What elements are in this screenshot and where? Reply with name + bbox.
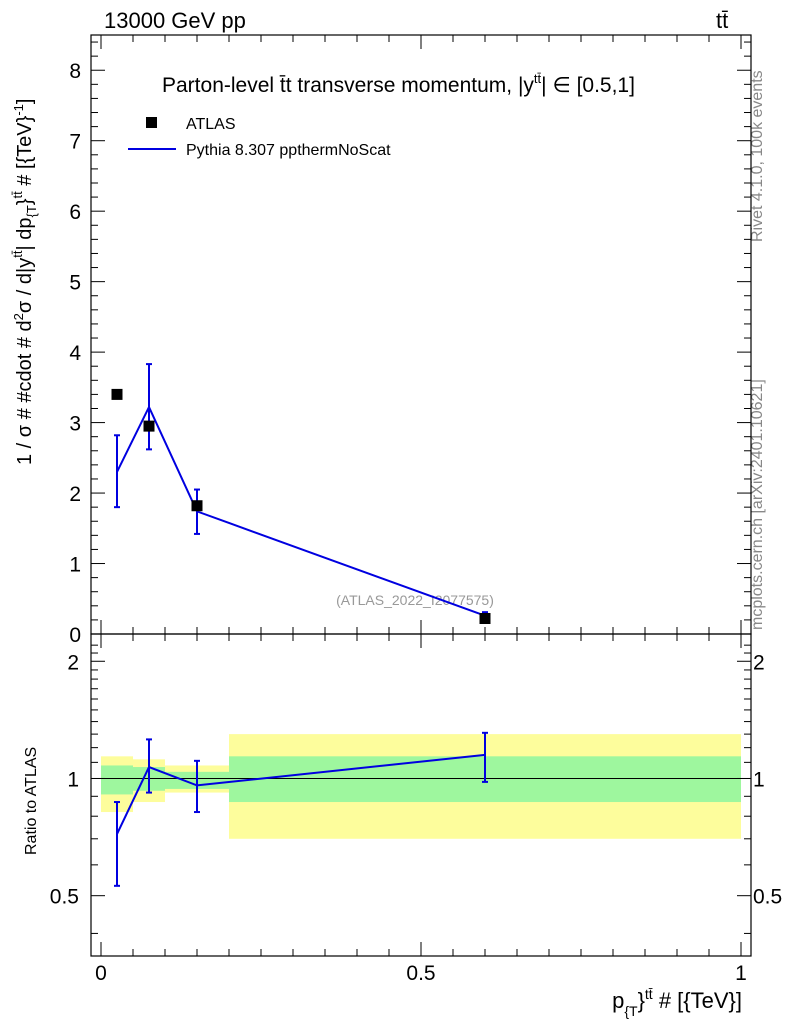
process-label: tt̄ (716, 8, 728, 33)
xlabel-sub: {T (624, 1003, 638, 1019)
analysis-watermark: (ATLAS_2022_I2077575) (336, 592, 494, 608)
main-ytick-label: 4 (69, 342, 81, 365)
ratio-band-inner (101, 765, 133, 795)
main-ytick-label: 3 (69, 413, 81, 436)
ratio-panel: Ratio to ATLAS p{T}tt̄ # [{TeV}] 0 0.5 1 0.… (23, 633, 782, 1019)
main-ytick-label: 7 (69, 131, 81, 154)
xlabel-sup: tt̄ (645, 986, 653, 1002)
main-ylabel: 1 / σ # #cdot # d2σ / d|ytt̄| dp{T}tt̄ #… (10, 99, 39, 465)
main-ytick-label: 6 (69, 201, 81, 224)
ratio-xtick-label: 0 (95, 962, 107, 985)
mc-series-line (116, 404, 486, 617)
ratio-xtick-label: 0.5 (406, 962, 435, 985)
ylabel-tail: # [{TeV} (14, 115, 36, 191)
atlas-data-point (191, 500, 203, 512)
x-axis-label: p{T}tt̄ # [{TeV}] (612, 986, 742, 1019)
main-ytick-label: 2 (69, 483, 81, 506)
chart-title: Parton-level t̄t transverse momentum, |y… (162, 71, 635, 97)
ylabel-sup-neg: -1 (11, 104, 26, 116)
ratio-ytick-label: 1 (67, 768, 79, 791)
atlas-data-point (143, 420, 155, 432)
ratio-ytick-label-right: 1 (753, 768, 765, 791)
ratio-ytick-label-right: 2 (753, 651, 765, 674)
xlabel-tail: # [{TeV}] (653, 988, 742, 1013)
rivet-label: Rivet 4.1.0, 100k events (749, 70, 766, 242)
legend-atlas-marker (146, 117, 157, 128)
ratio-ytick-label-right: 0.5 (753, 886, 782, 909)
ylabel-main: 1 / σ # #cdot # d (14, 320, 36, 465)
ylabel-sup2: 2 (11, 313, 26, 320)
ylabel-mid: σ / d|y (14, 258, 36, 313)
main-ytick-label: 5 (69, 272, 81, 295)
xlabel-main: p (612, 988, 624, 1013)
xlabel-brace: } (638, 988, 645, 1013)
ylabel-sup-tt-1: tt̄ (10, 250, 25, 258)
ylabel-mid2: | dp (14, 218, 36, 251)
chart-title-sup: tt̄ (534, 71, 542, 86)
legend-pythia-label: Pythia 8.307 ppthermNoScat (186, 142, 391, 159)
atlas-data-point (479, 612, 491, 624)
ratio-ytick-label: 0.5 (50, 886, 79, 909)
ratio-xtick-label: 1 (735, 962, 747, 985)
main-ytick-label: 1 (69, 554, 81, 577)
ylabel-sub-t: {T (24, 205, 39, 217)
ratio-ylabel: Ratio to ATLAS (23, 747, 40, 855)
ratio-ytick-label: 2 (67, 651, 79, 674)
ylabel-sup-tt-2: tt̄ (10, 191, 25, 199)
energy-label: 13000 GeV pp (104, 8, 246, 33)
mcplots-label: mcplots.cern.ch [arXiv:2401.10621] (749, 379, 766, 630)
main-ytick-label: 0 (69, 624, 81, 647)
atlas-data-point (111, 388, 123, 400)
main-ytick-label: 8 (69, 60, 81, 83)
main-panel: Parton-level t̄t transverse momentum, |y… (10, 34, 752, 647)
chart-title-text: Parton-level t̄t transverse momentum, |y (162, 74, 534, 97)
legend-atlas-label: ATLAS (186, 116, 236, 133)
chart-title-tail: | ∈ [0.5,1] (541, 74, 635, 97)
ratio-mc-line (116, 753, 486, 835)
ylabel-tail2: ] (14, 99, 36, 105)
